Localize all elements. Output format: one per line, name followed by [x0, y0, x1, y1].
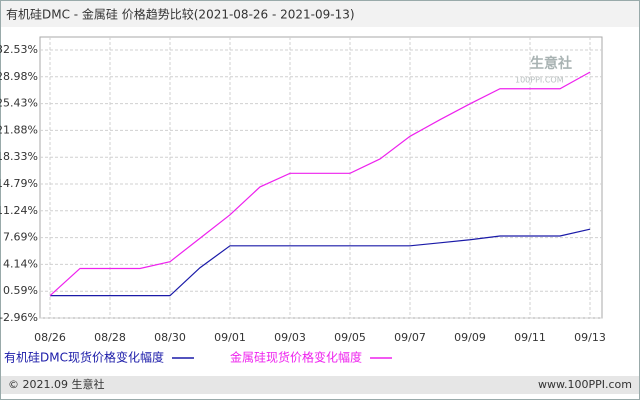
x-tick-label: 08/28 — [94, 331, 126, 344]
x-tick-label: 08/26 — [34, 331, 66, 344]
chart-title: 有机硅DMC - 金属硅 价格趋势比较(2021-08-26 - 2021-09… — [6, 7, 355, 22]
y-tick-label: 18.33% — [0, 150, 38, 163]
x-tick-label: 08/30 — [154, 331, 186, 344]
y-tick-label: 7.69% — [3, 231, 38, 244]
legend-label: 金属硅现货价格变化幅度 — [230, 350, 362, 365]
x-tick-label: 09/13 — [574, 331, 606, 344]
y-tick-label: 32.53% — [0, 43, 38, 56]
x-tick-label: 09/03 — [274, 331, 306, 344]
y-tick-label: 0.59% — [3, 284, 38, 297]
watermark-name: 生意社 — [530, 55, 572, 72]
footer-right: www.100PPI.com — [538, 378, 632, 391]
legend-label: 有机硅DMC现货价格变化幅度 — [4, 350, 164, 365]
x-tick-label: 09/11 — [514, 331, 546, 344]
y-tick-label: 11.24% — [0, 204, 38, 217]
y-tick-label: -2.96% — [0, 311, 38, 324]
series-line — [50, 228, 591, 297]
y-tick-label: 4.14% — [3, 257, 38, 270]
x-tick-label: 09/07 — [394, 331, 426, 344]
y-tick-label: 21.88% — [0, 123, 38, 136]
y-tick-label: 14.79% — [0, 177, 38, 190]
y-tick-label: 25.43% — [0, 97, 38, 110]
watermark-site: 100PPI.COM — [515, 76, 564, 85]
footer-left: © 2021.09 生意社 — [8, 377, 104, 391]
x-tick-label: 09/01 — [214, 331, 246, 344]
series-line — [49, 71, 591, 297]
footer-bar — [1, 376, 639, 394]
y-tick-label: 28.98% — [0, 70, 38, 83]
x-tick-label: 09/05 — [334, 331, 366, 344]
x-tick-label: 09/09 — [454, 331, 486, 344]
title-bar — [1, 1, 639, 27]
